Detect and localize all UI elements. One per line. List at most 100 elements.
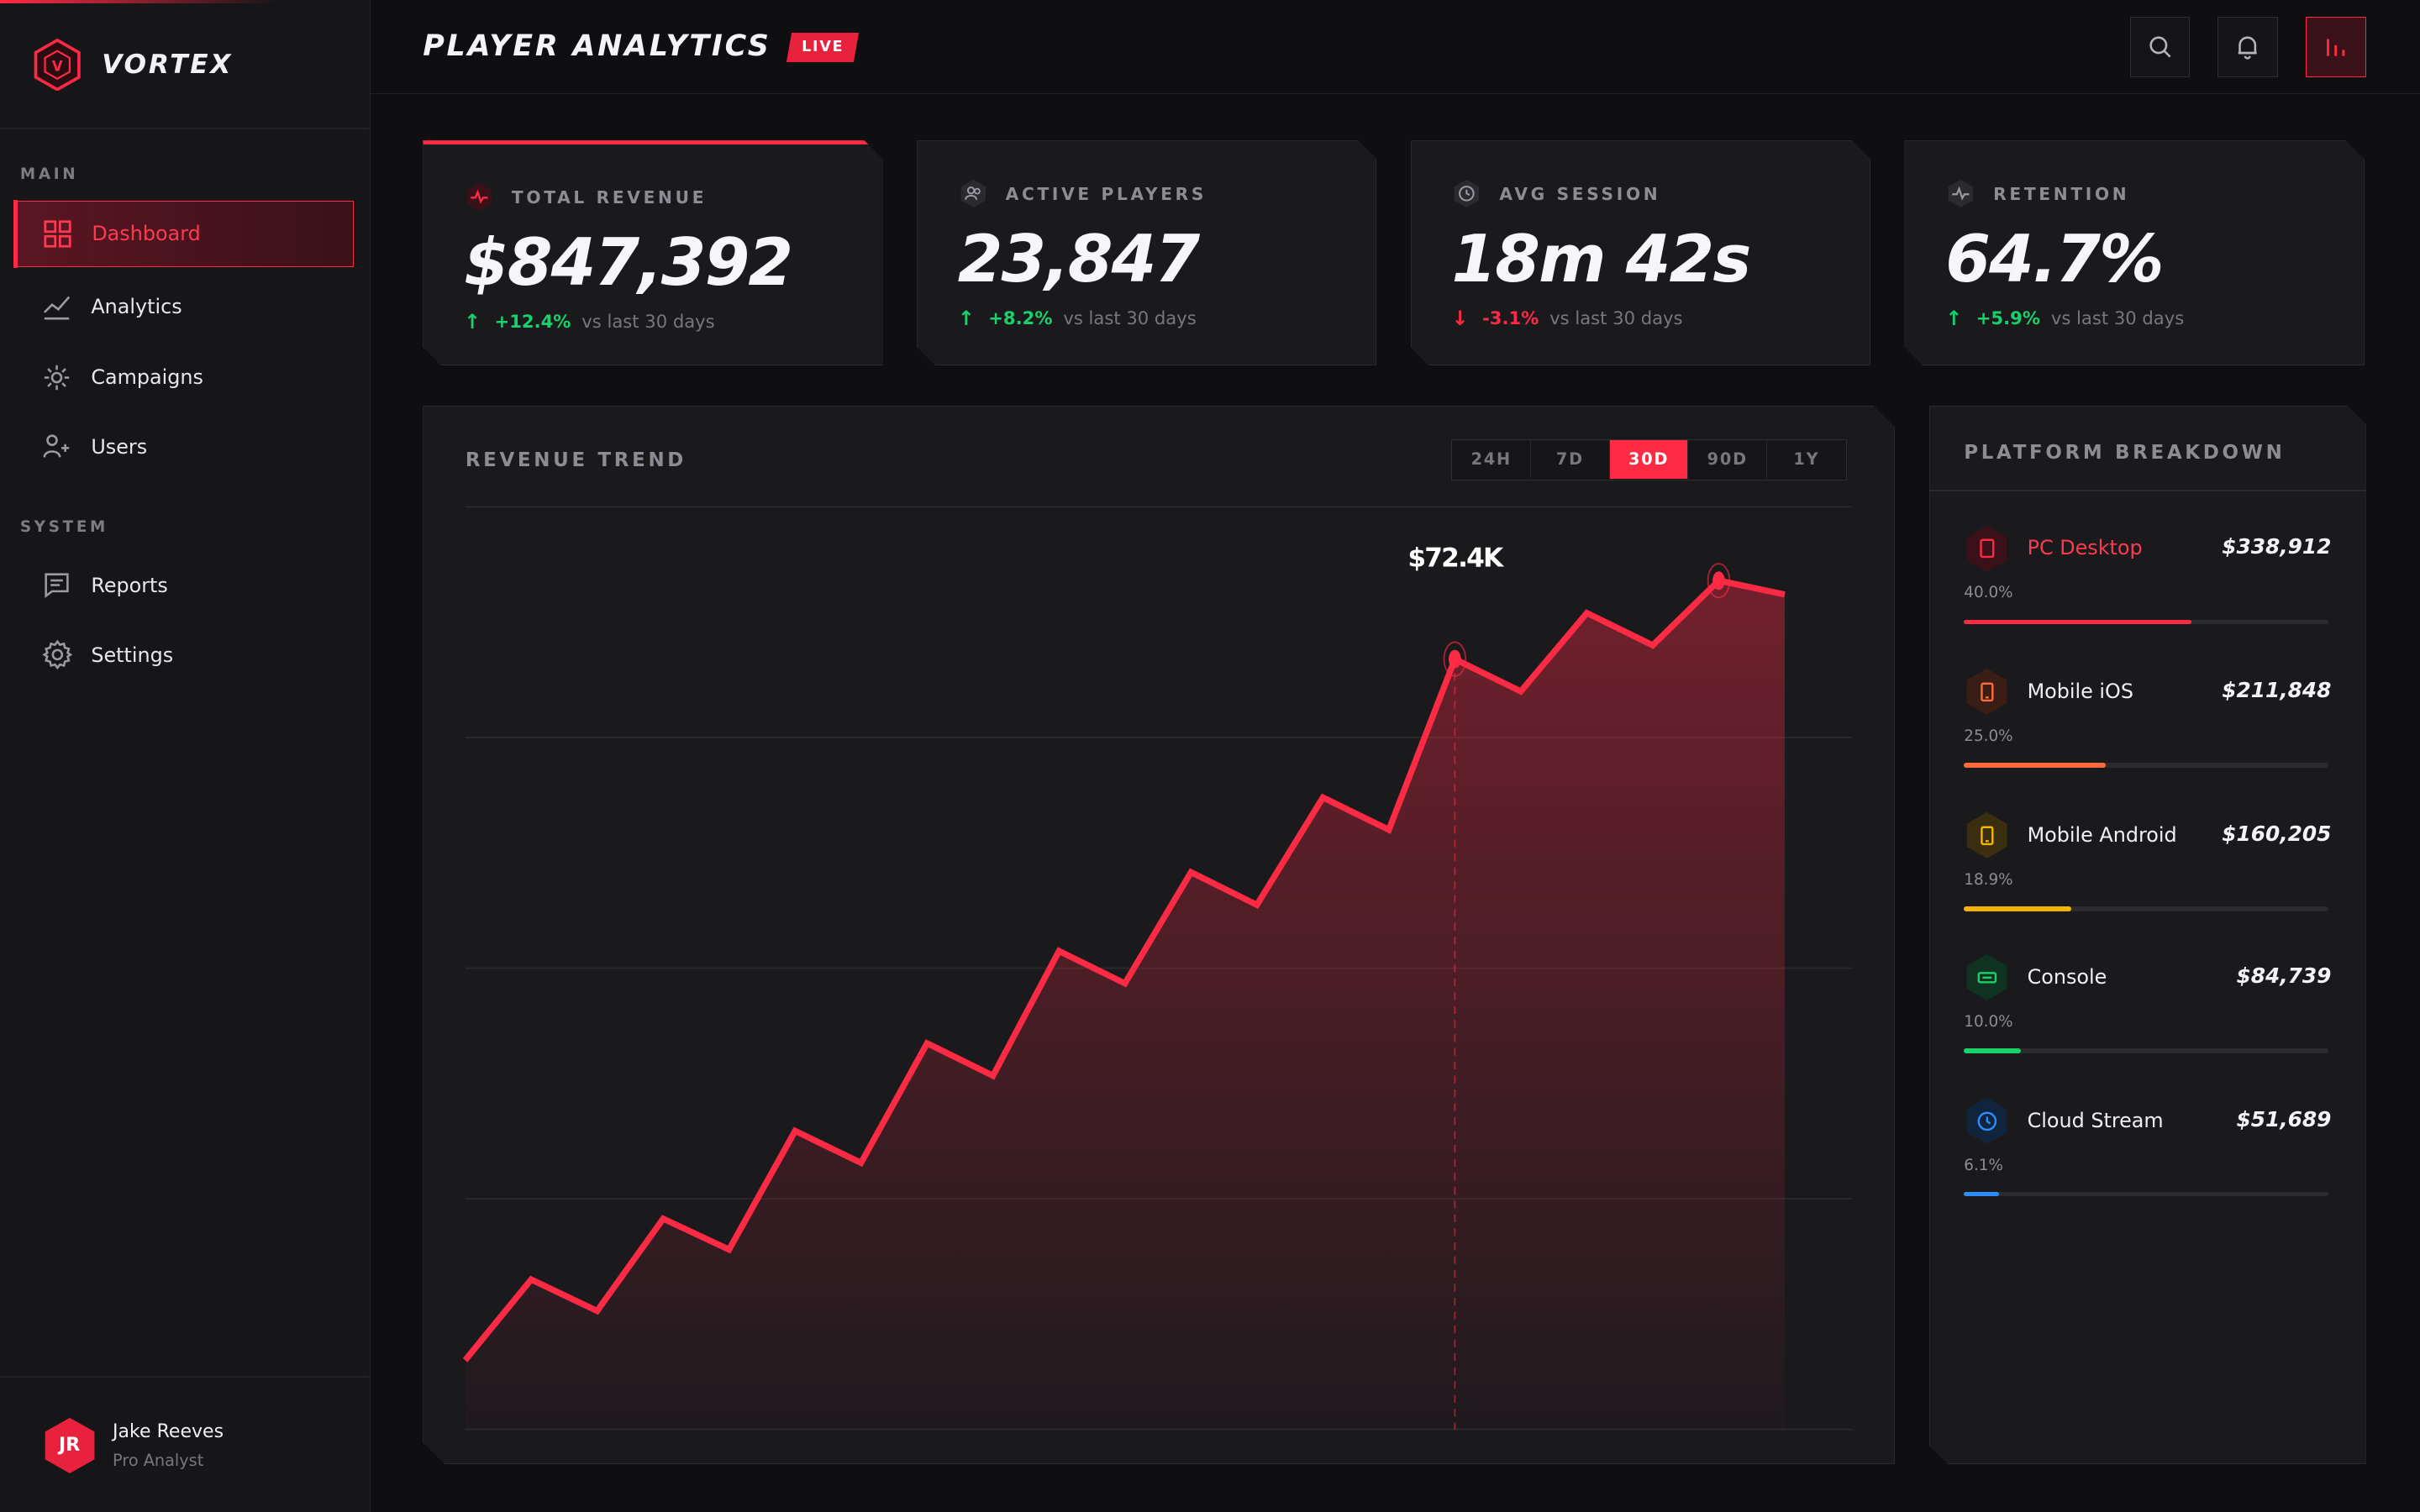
platform-progress-track [1964,906,2328,911]
desktop-icon [1964,524,2010,574]
dashboard-icon [43,218,74,249]
platform-amount: $84,739 [2236,963,2332,989]
brand-name: VORTEX [102,50,234,81]
stat-card-active-players[interactable]: ACTIVE PLAYERS 23,847 ↑ +8.2% vs last 30… [917,140,1376,365]
nav-section-main: MAIN [19,165,79,183]
sidebar-item-reports[interactable]: Reports [14,553,354,619]
sidebar-item-label: Campaigns [91,365,203,390]
range-30d-button[interactable]: 30D [1610,440,1689,479]
sidebar-item-dashboard[interactable]: Dashboard [13,199,354,268]
logo-letter: V [52,58,63,74]
platform-percent: 40.0% [1964,584,2013,602]
clock-icon [1451,178,1482,209]
sidebar-item-analytics[interactable]: Analytics [14,273,354,339]
stat-label: ACTIVE PLAYERS [1005,183,1207,204]
platform-progress-fill [1964,1192,1998,1197]
mobile-android-icon [1964,811,2010,860]
platform-progress-track [1964,763,2328,768]
cloud-icon [1964,1096,2010,1146]
sidebar-item-label: Settings [91,643,174,667]
platform-progress-track [1964,620,2328,625]
platform-item-cloud-stream[interactable]: Cloud Stream $51,689 6.1% [1964,1096,2331,1220]
stat-label: RETENTION [1993,183,2130,204]
stat-card-avg-session[interactable]: AVG SESSION 18m 42s ↓ -3.1% vs last 30 d… [1411,140,1870,365]
stat-delta: +8.2% [988,307,1053,329]
stat-card-total-revenue[interactable]: TOTAL REVENUE $847,392 ↑ +12.4% vs last … [423,140,882,365]
arrow-up-icon: ↑ [464,309,481,333]
stat-reference: vs last 30 days [2050,307,2185,329]
stat-value: 64.7% [1945,221,2163,297]
platform-item-mobile-ios[interactable]: Mobile iOS $211,848 25.0% [1964,667,2331,790]
platform-progress-track [1964,1192,2328,1197]
platform-progress-fill [1964,620,2191,625]
sidebar: V VORTEX MAIN Dashboard Analytics Campai… [0,0,371,1512]
stat-label: TOTAL REVENUE [511,186,708,207]
range-24h-button[interactable]: 24H [1452,440,1531,479]
stat-label: AVG SESSION [1499,183,1661,204]
platform-name: PC Desktop [2027,536,2143,560]
platform-name: Mobile iOS [2027,680,2133,704]
chart-point [1449,650,1461,669]
page-title: PLAYER ANALYTICS [423,29,771,63]
platform-amount: $338,912 [2222,534,2332,559]
stat-card-retention[interactable]: RETENTION 64.7% ↑ +5.9% vs last 30 days [1904,140,2364,365]
divider [1930,490,2365,491]
stat-delta: -3.1% [1482,307,1539,329]
revenue-trend-chart[interactable]: $72.4K [424,407,1896,1465]
avatar: JR [42,1416,97,1475]
search-button[interactable] [2129,17,2191,77]
search-icon [2149,36,2171,58]
platform-percent: 6.1% [1964,1156,2003,1174]
platform-item-console[interactable]: Console $84,739 10.0% [1964,953,2331,1076]
platform-breakdown-title: PLATFORM BREAKDOWN [1964,442,2286,465]
stat-value: 18m 42s [1451,221,1750,297]
divider [0,128,369,130]
reports-icon [42,570,73,601]
players-icon [958,178,989,209]
chart-point-ring [1444,642,1466,675]
nav-section-system: SYSTEM [19,518,108,537]
bar-chart-icon [2327,39,2345,57]
sidebar-item-label: Analytics [91,294,182,318]
arrow-up-icon: ↑ [1945,306,1963,330]
chart-view-button[interactable] [2306,17,2366,77]
platform-name: Mobile Android [2027,822,2177,847]
mobile-ios-icon [1964,667,2010,717]
top-header: PLAYER ANALYTICS LIVE [370,0,2420,95]
stat-reference: vs last 30 days [1063,307,1197,329]
range-7d-button[interactable]: 7D [1531,440,1610,479]
user-profile[interactable]: JR Jake Reeves Pro Analyst [42,1416,224,1475]
range-1y-button[interactable]: 1Y [1793,449,1820,470]
platform-name: Console [2027,964,2107,989]
chart-series-line [466,580,1785,1360]
stat-delta: +5.9% [1975,307,2040,329]
sidebar-accent-line [0,0,278,3]
sidebar-item-users[interactable]: Users [14,413,354,480]
console-icon [1964,953,2010,1002]
platform-item-pc-desktop[interactable]: PC Desktop $338,912 40.0% [1964,524,2331,648]
chart-tooltip-value: $72.4K [1408,543,1506,573]
sidebar-item-settings[interactable]: Settings [14,622,354,688]
sidebar-item-campaigns[interactable]: Campaigns [14,344,354,411]
avatar-initials: JR [59,1435,81,1457]
analytics-icon [42,291,73,322]
sidebar-item-label: Users [91,434,148,459]
platform-progress-fill [1964,1048,2021,1053]
platform-progress-fill [1964,763,2106,768]
stat-reference: vs last 30 days [581,311,715,333]
notifications-button[interactable] [2217,17,2278,77]
stat-delta: +12.4% [494,311,571,333]
vortex-logo-icon: V [34,38,81,92]
user-role: Pro Analyst [113,1450,204,1470]
sidebar-item-label: Dashboard [92,222,201,246]
platform-amount: $160,205 [2222,822,2332,847]
brand[interactable]: V VORTEX [31,38,234,92]
live-badge-label: LIVE [801,39,844,55]
range-90d-button[interactable]: 90D [1688,440,1767,479]
platform-breakdown-panel: PLATFORM BREAKDOWN PC Desktop $338,912 4… [1929,406,2366,1464]
chart-point [1712,571,1725,590]
platform-percent: 18.9% [1964,870,2013,889]
platform-item-mobile-android[interactable]: Mobile Android $160,205 18.9% [1964,811,2331,934]
platform-percent: 10.0% [1964,1012,2013,1031]
